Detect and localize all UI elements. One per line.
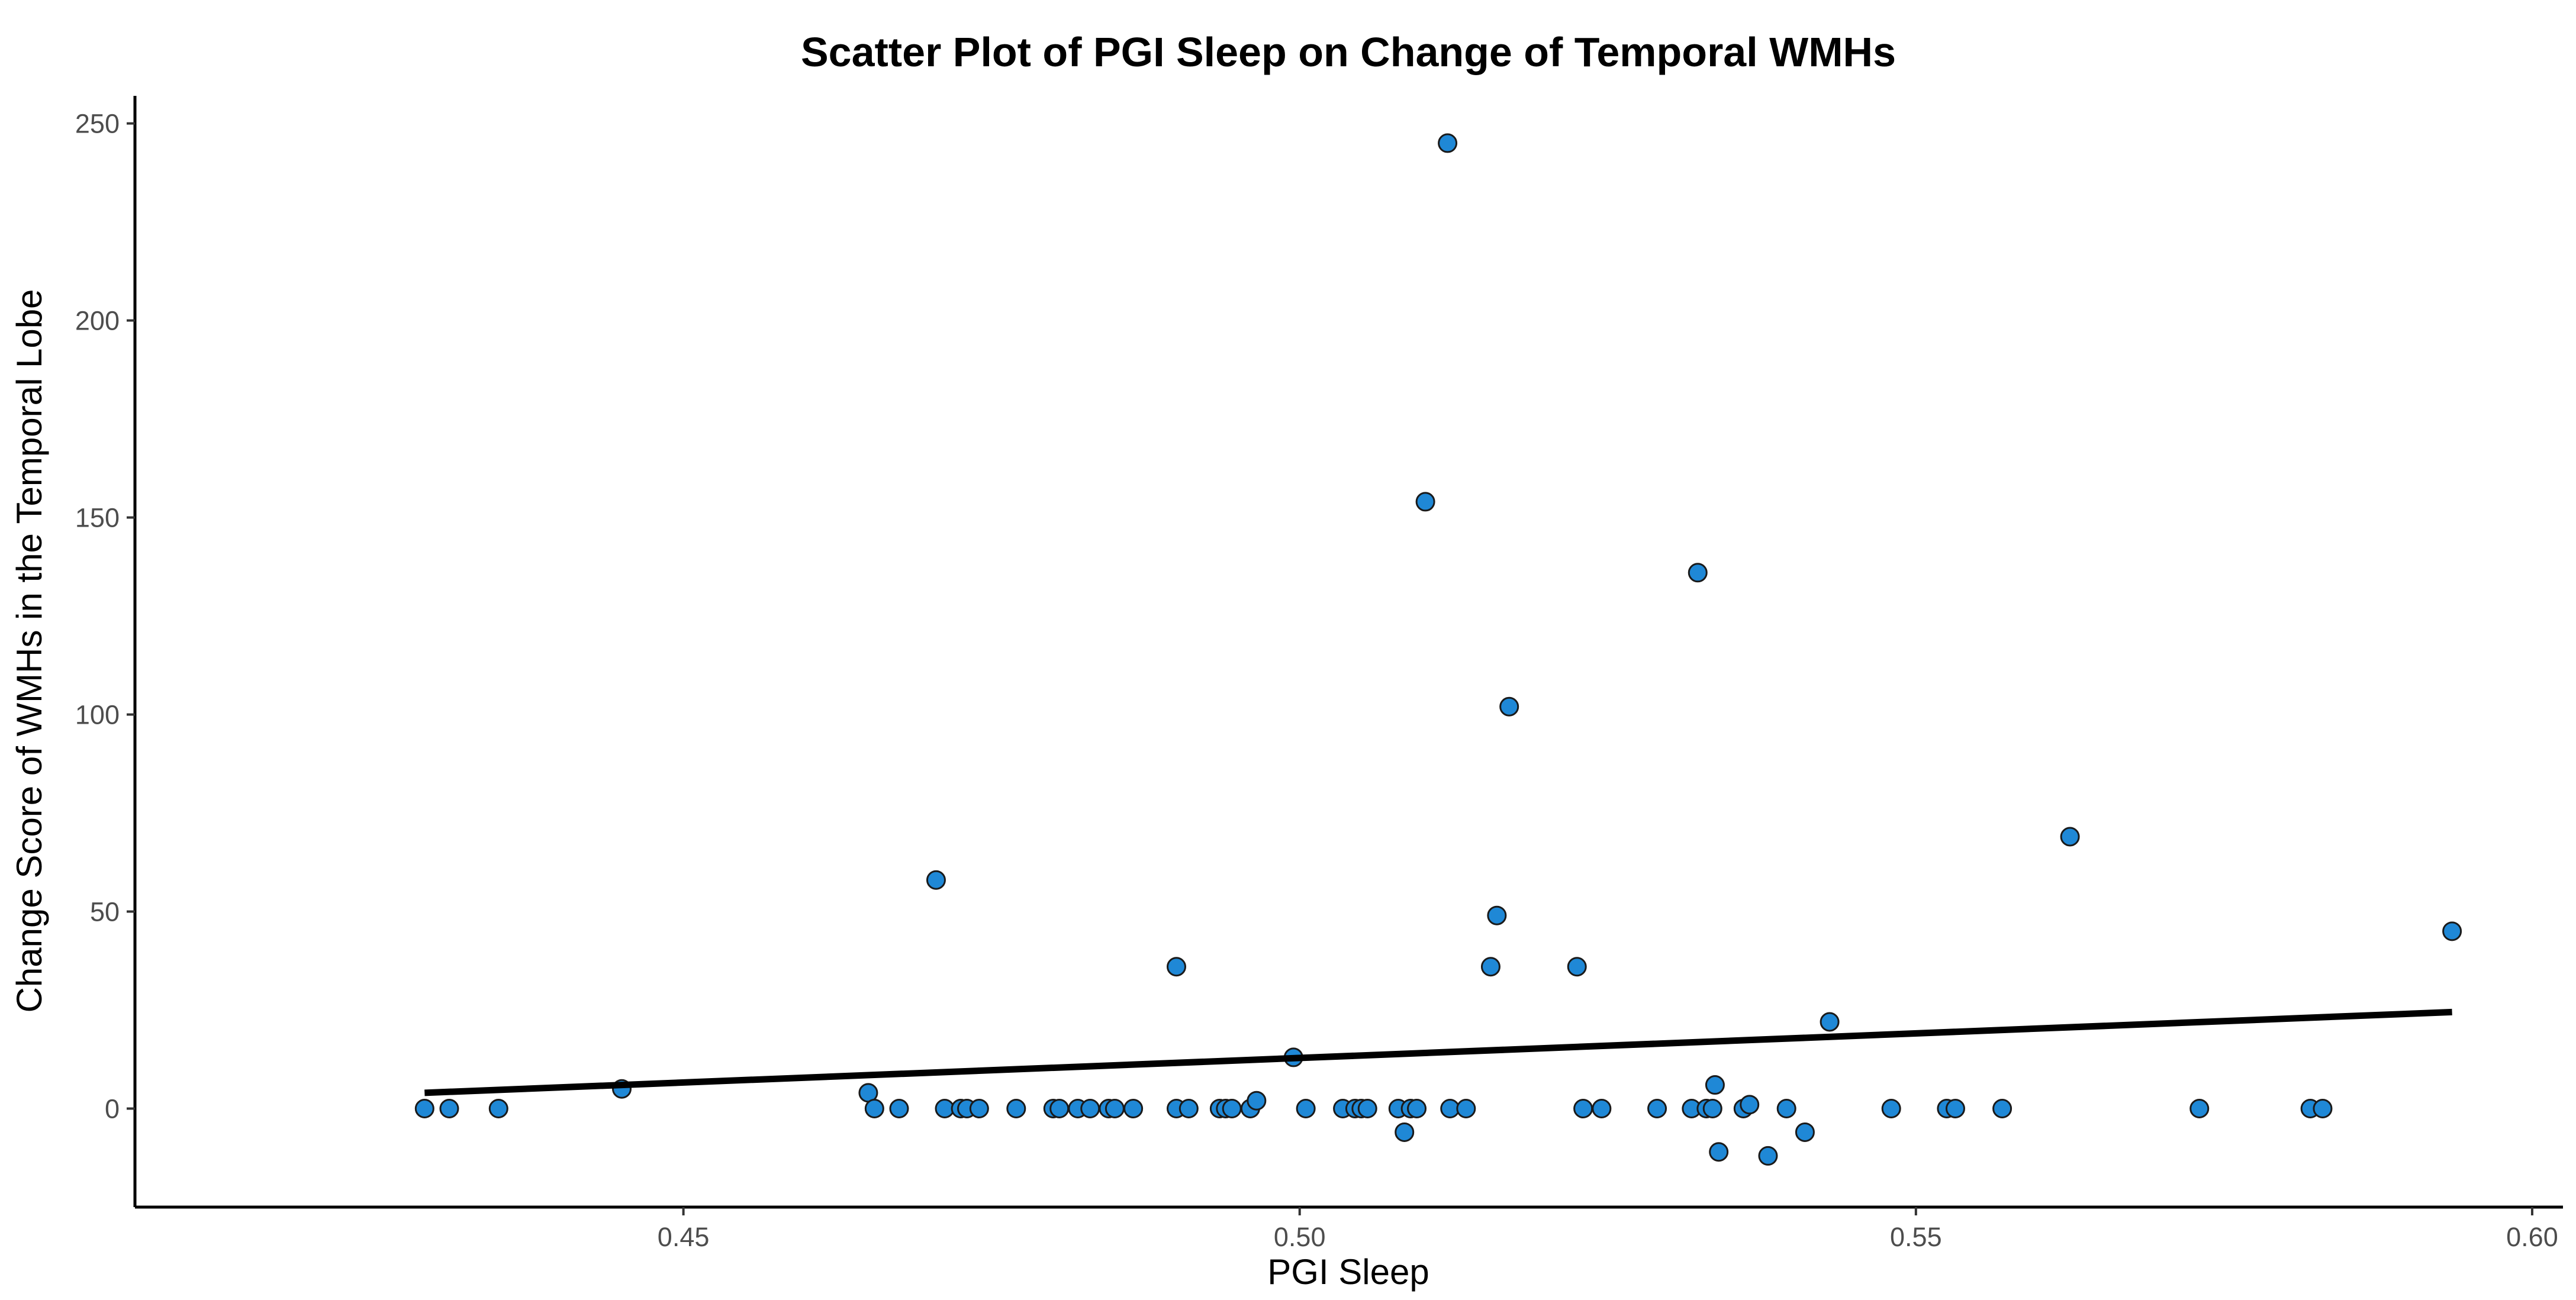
data-point-16 bbox=[1080, 1099, 1100, 1119]
data-point-14 bbox=[1049, 1099, 1070, 1119]
y-tick-label: 0 bbox=[105, 1094, 120, 1124]
data-point-20 bbox=[1166, 957, 1186, 977]
x-axis-title: PGI Sleep bbox=[1267, 1252, 1429, 1292]
data-point-59 bbox=[1795, 1122, 1815, 1142]
data-point-60 bbox=[1820, 1012, 1840, 1032]
data-point-33 bbox=[1357, 1099, 1377, 1119]
data-point-65 bbox=[2060, 827, 2080, 847]
data-point-57 bbox=[1758, 1146, 1778, 1166]
data-point-12 bbox=[1006, 1099, 1026, 1119]
data-point-38 bbox=[1415, 492, 1435, 512]
x-tick-label: 0.45 bbox=[658, 1222, 710, 1252]
data-point-68 bbox=[2313, 1099, 2333, 1119]
data-point-45 bbox=[1567, 957, 1587, 977]
data-point-18 bbox=[1105, 1099, 1125, 1119]
chart-title: Scatter Plot of PGI Sleep on Change of T… bbox=[801, 29, 1896, 75]
data-point-58 bbox=[1776, 1099, 1796, 1119]
data-point-53 bbox=[1705, 1075, 1725, 1095]
data-point-1 bbox=[439, 1099, 459, 1119]
data-point-41 bbox=[1456, 1099, 1476, 1119]
data-point-48 bbox=[1647, 1099, 1667, 1119]
y-tick-label: 250 bbox=[75, 109, 120, 139]
y-tick-label: 100 bbox=[75, 700, 120, 730]
data-point-19 bbox=[1123, 1099, 1144, 1119]
data-point-5 bbox=[864, 1099, 884, 1119]
data-point-35 bbox=[1395, 1122, 1415, 1142]
data-point-27 bbox=[1247, 1091, 1267, 1111]
y-axis-title: Change Score of WMHs in the Temporal Lob… bbox=[9, 289, 49, 1013]
data-point-11 bbox=[969, 1099, 989, 1119]
data-point-63 bbox=[1945, 1099, 1965, 1119]
data-point-29 bbox=[1296, 1099, 1316, 1119]
data-point-43 bbox=[1487, 905, 1507, 925]
data-point-56 bbox=[1740, 1095, 1760, 1115]
data-point-0 bbox=[414, 1099, 434, 1119]
data-point-2 bbox=[488, 1099, 508, 1119]
data-point-64 bbox=[1992, 1099, 2012, 1119]
x-axis-ticks: 0.45 0.50 0.55 0.60 bbox=[658, 1207, 2558, 1252]
data-point-54 bbox=[1709, 1142, 1729, 1162]
y-tick-label: 50 bbox=[90, 897, 120, 927]
plot-area bbox=[414, 133, 2462, 1166]
data-point-52 bbox=[1702, 1099, 1722, 1119]
x-tick-label: 0.50 bbox=[1274, 1222, 1326, 1252]
x-tick-label: 0.55 bbox=[1890, 1222, 1942, 1252]
data-point-7 bbox=[926, 870, 946, 890]
data-point-8 bbox=[935, 1099, 955, 1119]
data-point-50 bbox=[1688, 563, 1708, 583]
data-point-22 bbox=[1178, 1099, 1199, 1119]
y-axis-ticks: 0 50 100 150 200 250 bbox=[75, 109, 135, 1124]
data-point-39 bbox=[1438, 133, 1458, 153]
x-tick-label: 0.60 bbox=[2506, 1222, 2558, 1252]
y-tick-label: 150 bbox=[75, 503, 120, 533]
data-point-40 bbox=[1440, 1099, 1460, 1119]
data-point-66 bbox=[2189, 1099, 2210, 1119]
y-tick-label: 200 bbox=[75, 306, 120, 336]
data-point-42 bbox=[1480, 957, 1500, 977]
data-point-61 bbox=[1881, 1099, 1901, 1119]
data-point-46 bbox=[1573, 1099, 1593, 1119]
data-point-47 bbox=[1592, 1099, 1612, 1119]
data-point-6 bbox=[889, 1099, 909, 1119]
data-point-44 bbox=[1499, 696, 1519, 717]
data-point-69 bbox=[2442, 921, 2462, 941]
trend-line bbox=[424, 1008, 2452, 1096]
data-point-25 bbox=[1222, 1099, 1242, 1119]
data-point-37 bbox=[1407, 1099, 1427, 1119]
